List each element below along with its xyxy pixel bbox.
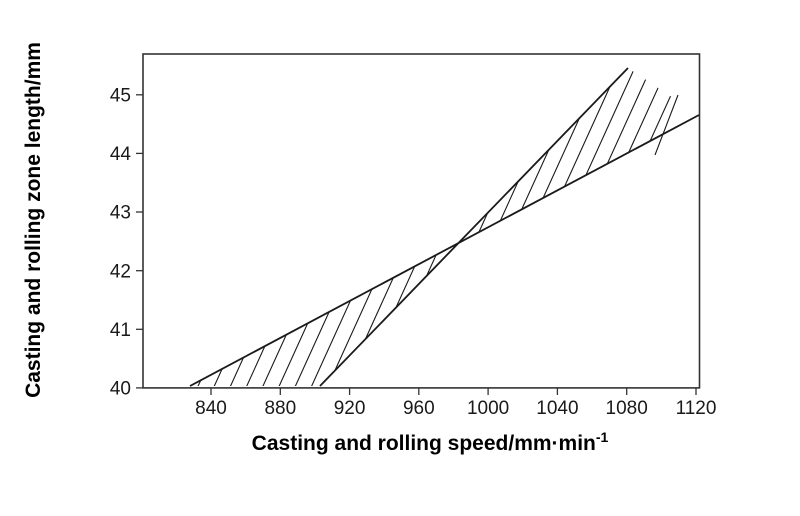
svg-text:Casting and rolling speed/mm·m: Casting and rolling speed/mm·min-1 [252,429,609,455]
svg-text:45: 45 [110,86,131,107]
svg-text:Casting and rolling zone lengt: Casting and rolling zone length/mm [22,42,45,398]
svg-text:960: 960 [403,398,435,419]
svg-text:1120: 1120 [676,398,717,419]
svg-text:42: 42 [110,261,131,282]
svg-text:41: 41 [110,320,131,341]
svg-text:44: 44 [110,144,132,165]
svg-text:840: 840 [195,398,227,419]
svg-text:43: 43 [110,203,131,224]
svg-text:1040: 1040 [536,398,578,419]
svg-text:40: 40 [110,379,131,400]
svg-text:1000: 1000 [467,398,509,419]
svg-text:1080: 1080 [606,398,648,419]
svg-text:880: 880 [264,398,296,419]
svg-text:920: 920 [334,398,366,419]
